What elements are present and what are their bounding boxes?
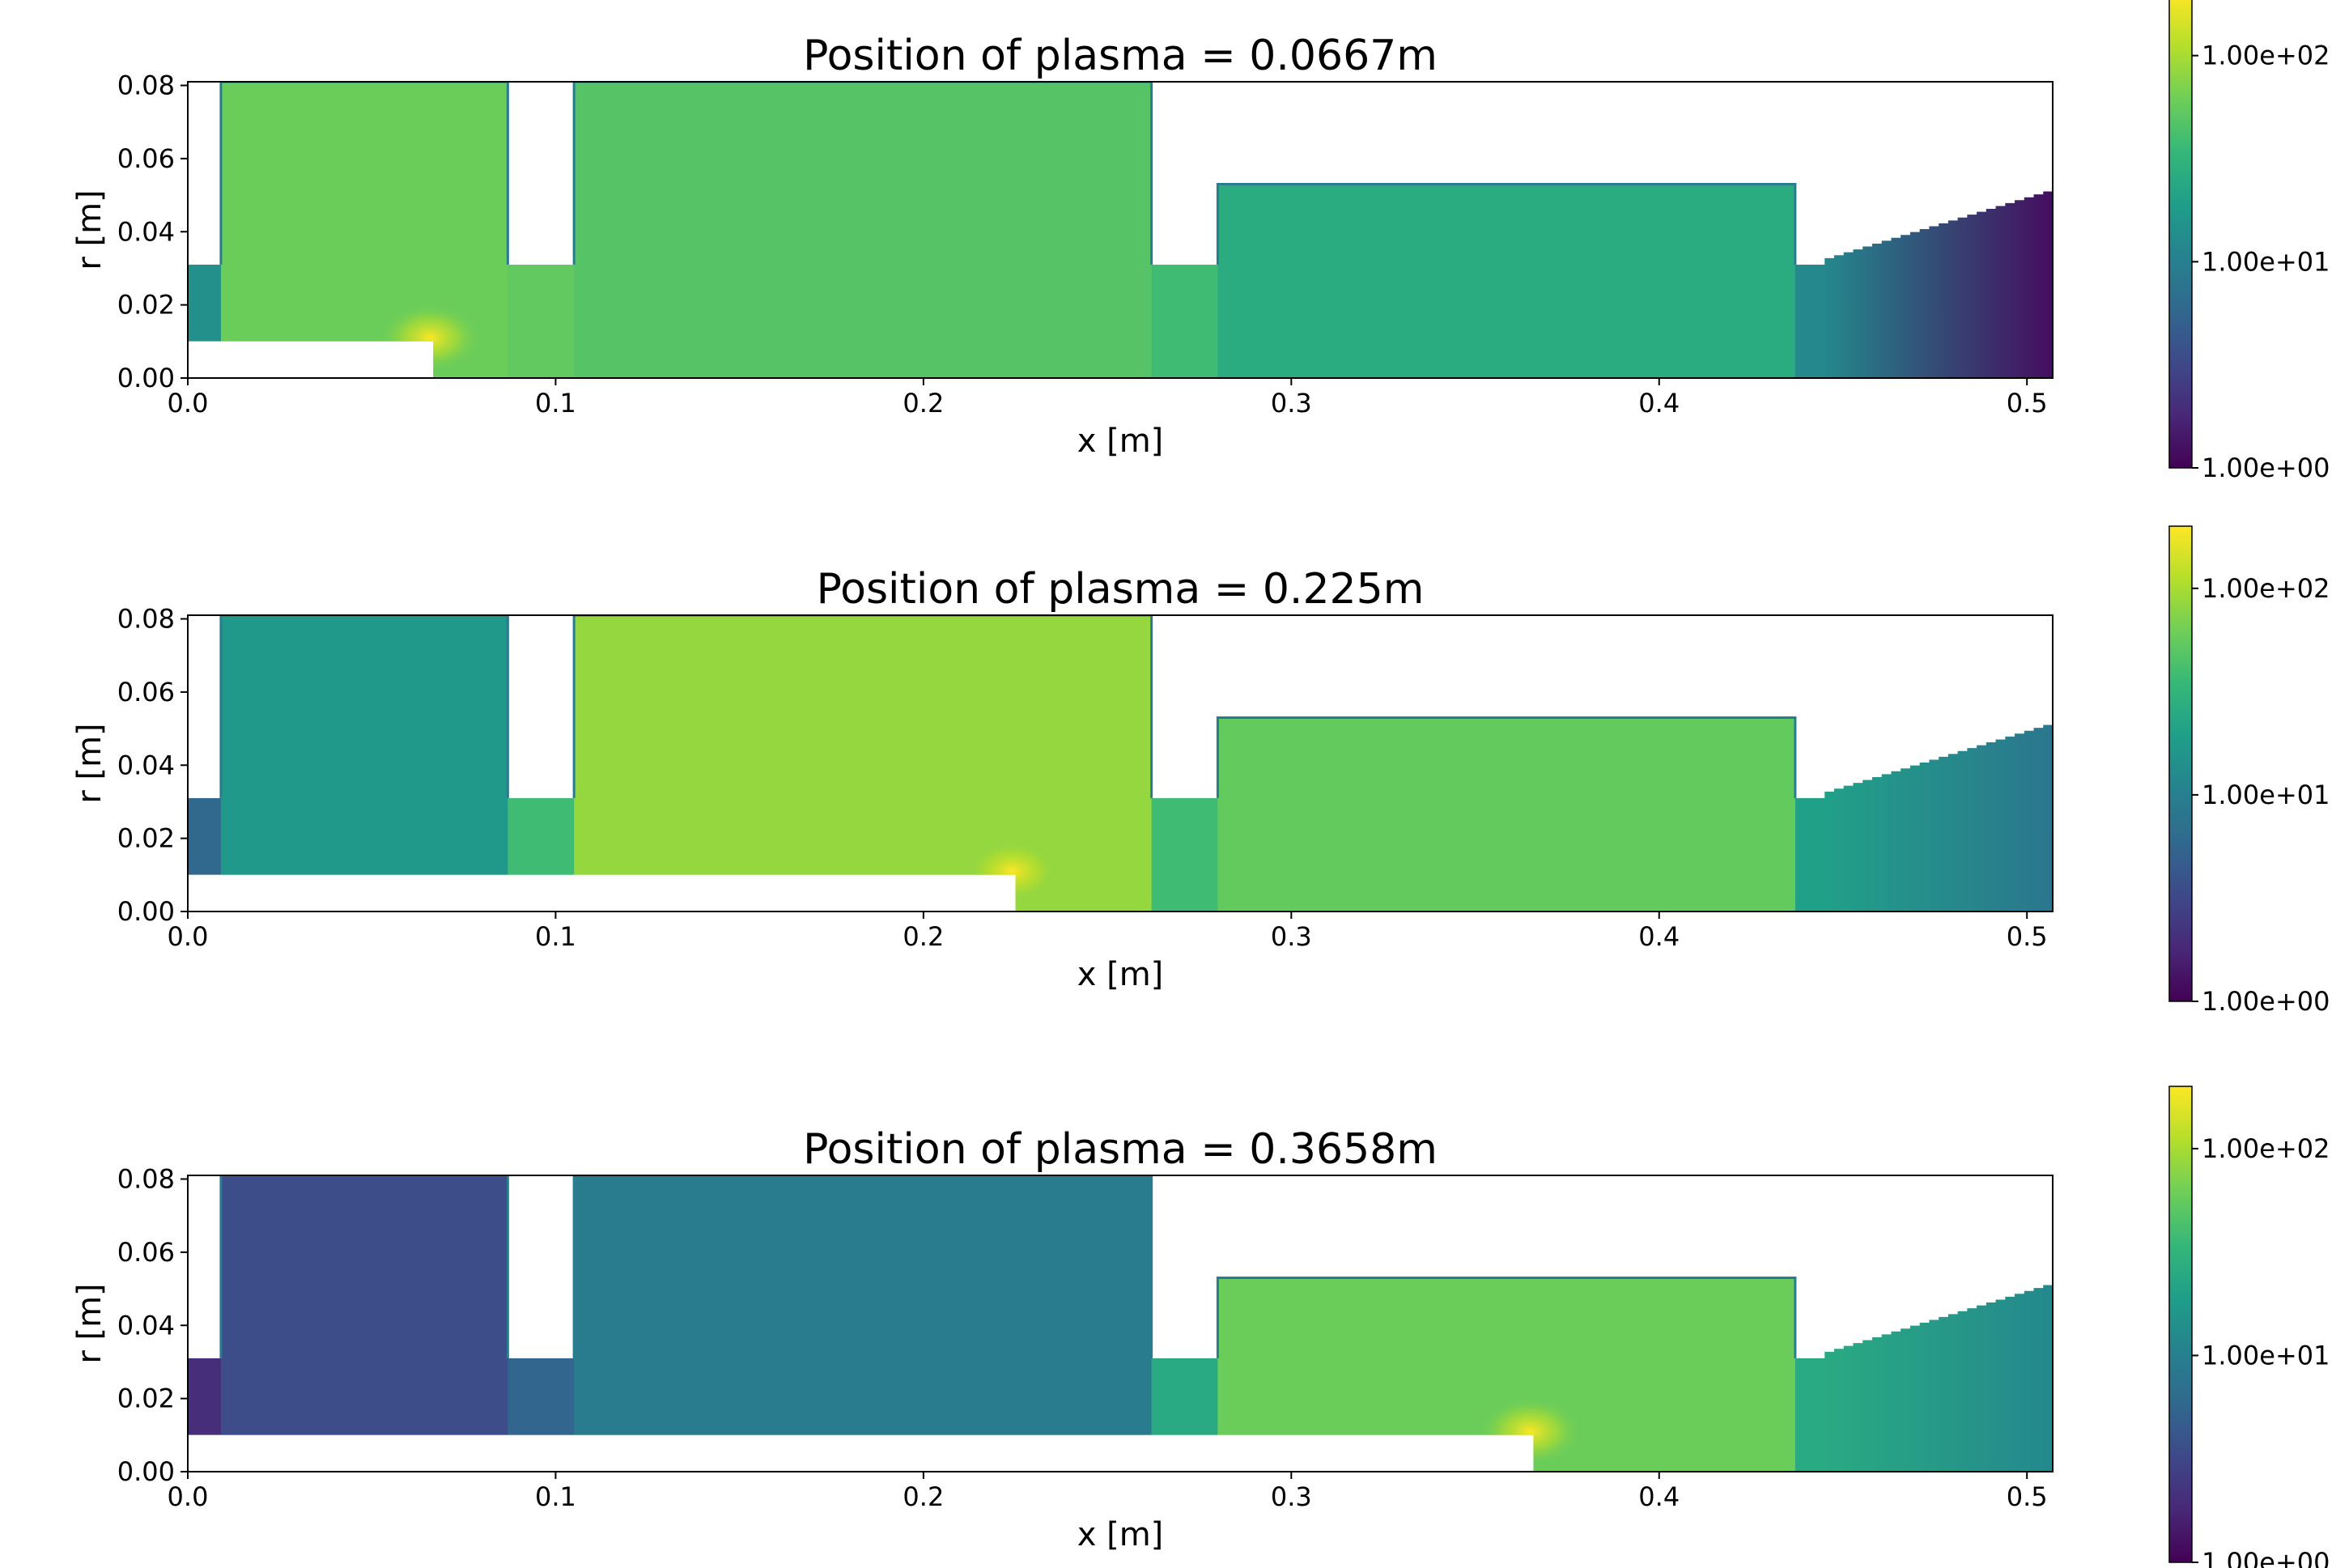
y-tick-label: 0.04 [117,1310,175,1341]
x-axis-label: x [m] [1077,956,1164,993]
field-1 [188,82,2053,378]
x-axis-label: x [m] [1077,1516,1164,1553]
plasma-column-mask [188,341,434,378]
colorbar-tick-label: 1.00e+01 [2202,1340,2330,1370]
cavity-wall-3 [1216,716,1797,798]
field-region-bore [188,1358,222,1435]
y-tick-label: 0.08 [117,70,175,101]
x-tick-label: 0.4 [1638,388,1680,419]
colorbar-tick-label: 1.00e+00 [2202,1547,2330,1568]
cavity-wall-1 [219,615,509,798]
y-tick-label: 0.04 [117,750,175,780]
y-tick-label: 0.06 [117,1237,175,1268]
x-tick-label: 0.2 [903,1481,944,1512]
field-region-cav3 [1217,184,1796,378]
axes-frame [187,81,2054,379]
colorbar-tick-label: 1.00e+02 [2202,40,2330,71]
x-tick-label: 0.5 [2007,921,2048,952]
panel-3: 0.0 0.1 0.2 0.3 0.4 0.5 0.00 0.02 0.04 0.06 0.08 Po… [71,1086,2330,1568]
field-region-bore [188,797,222,875]
field-region-cav1 [220,615,508,911]
colorbar-gradient [2168,1086,2193,1563]
field-region-cav3 [1217,717,1796,911]
field-2 [188,615,2053,911]
cavity-wall-3 [1216,1277,1797,1358]
x-tick-label: 0.2 [903,388,944,419]
colorbar-tick-label: 1.00e+00 [2202,986,2330,1017]
x-tick-label: 0.4 [1638,1481,1680,1512]
y-tick-label: 0.00 [117,896,175,927]
y-axis-label: r [m] [71,723,108,803]
field-region-bore [188,264,222,342]
cavity-wall-1 [219,82,509,265]
plasma-column-mask [188,1434,1534,1472]
y-tick-label: 0.02 [117,290,175,321]
field-region-horn [1824,191,2053,378]
cavity-wall-1 [219,1175,509,1358]
y-tick-label: 0.06 [117,143,175,174]
axes-frame [187,1175,2054,1472]
panel-title: Position of plasma = 0.225m [817,565,1425,614]
panel-2: 0.0 0.1 0.2 0.3 0.4 0.5 0.00 0.02 0.04 0.06 0.08 Po… [71,525,2330,1017]
colorbar-tick-label: 1.00e+02 [2202,573,2330,604]
field-region-gap [1794,264,1825,378]
y-axis-label: r [m] [71,189,108,270]
x-tick-label: 0.1 [535,921,576,952]
y-tick-label: 0.08 [117,1164,175,1195]
plasma-column-mask [188,874,1016,911]
cavity-wall-2 [572,82,1153,265]
x-tick-label: 0.2 [903,921,944,952]
panels: 0.0 0.1 0.2 0.3 0.4 0.5 0.00 0.02 0.04 0.06 0.08 Po… [71,0,2330,1568]
field-region-gap [1794,797,1825,911]
field-region-horn [1824,1285,2053,1472]
x-tick-label: 0.4 [1638,921,1680,952]
x-tick-label: 0.3 [1271,388,1312,419]
x-tick-label: 0.0 [168,388,209,419]
colorbar-gradient [2168,525,2193,1002]
colorbar-tick-label: 1.00e+01 [2202,780,2330,810]
x-tick-label: 0.5 [2007,1481,2048,1512]
cavity-wall-2 [572,615,1153,798]
cavity-wall-3 [1216,183,1797,265]
panel-1: 0.0 0.1 0.2 0.3 0.4 0.5 0.00 0.02 0.04 0.06 0.08 Po… [71,0,2330,483]
field-region-horn [1824,725,2053,911]
y-tick-label: 0.06 [117,677,175,708]
panel-title: Position of plasma = 0.3658m [803,1125,1438,1174]
cavity-wall-2 [572,1175,1153,1358]
field-region-cav2 [574,82,1153,378]
y-tick-label: 0.02 [117,823,175,854]
panel-title: Position of plasma = 0.0667m [803,32,1438,80]
x-axis-label: x [m] [1077,423,1164,460]
y-tick-label: 0.04 [117,216,175,247]
field-region-cav2 [574,615,1153,911]
axes-frame [187,614,2054,912]
colorbar-2: 1.00e+00 1.00e+01 1.00e+02 [2168,525,2330,1017]
field-region-neck1 [508,264,575,378]
y-tick-label: 0.00 [117,1456,175,1487]
colorbar-tick-label: 1.00e+02 [2202,1133,2330,1164]
x-tick-label: 0.1 [535,1481,576,1512]
y-tick-label: 0.00 [117,363,175,393]
colorbar-3: 1.00e+00 1.00e+01 1.00e+02 [2168,1086,2330,1568]
field-region-cav2 [574,1175,1153,1472]
y-axis-label: r [m] [71,1283,108,1363]
x-tick-label: 0.3 [1271,921,1312,952]
field-region-tube [1151,264,1218,378]
colorbar-tick-label: 1.00e+00 [2202,453,2330,483]
x-tick-label: 0.1 [535,388,576,419]
colorbar-tick-label: 1.00e+01 [2202,246,2330,277]
field-region-tube [1151,797,1218,911]
field-region-gap [1794,1358,1825,1472]
colorbar-1: 1.00e+00 1.00e+01 1.00e+02 [2168,0,2330,483]
x-tick-label: 0.0 [168,1481,209,1512]
x-tick-label: 0.0 [168,921,209,952]
y-tick-label: 0.02 [117,1383,175,1414]
x-tick-label: 0.5 [2007,388,2048,419]
field-3 [188,1175,2053,1472]
y-tick-label: 0.08 [117,604,175,635]
colorbar-gradient [2168,0,2193,469]
field-region-cav1 [220,1175,508,1472]
x-tick-label: 0.3 [1271,1481,1312,1512]
